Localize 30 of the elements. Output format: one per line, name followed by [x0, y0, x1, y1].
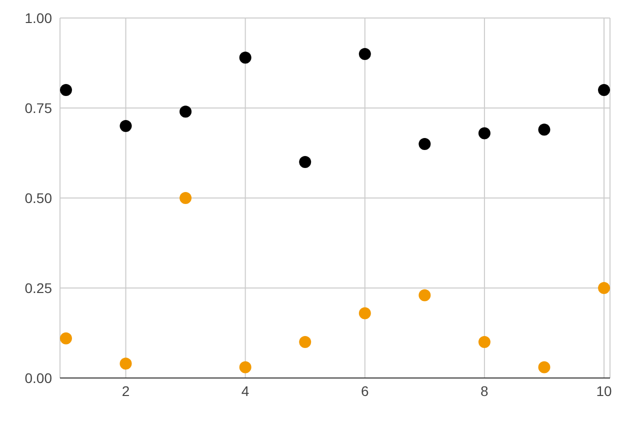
point	[418, 289, 431, 302]
point	[180, 106, 192, 118]
point	[180, 192, 192, 204]
x-tick-label: 2	[122, 382, 130, 399]
y-tick-label: 0.25	[24, 280, 52, 296]
point	[120, 358, 132, 370]
point	[299, 336, 312, 348]
point	[358, 48, 371, 60]
point	[478, 336, 490, 348]
x-tick-label: 10	[596, 382, 612, 399]
point	[538, 124, 550, 136]
point	[358, 307, 371, 320]
point	[478, 127, 490, 140]
x-tick-label: 6	[360, 382, 369, 399]
point	[538, 361, 550, 374]
point	[60, 332, 72, 344]
point	[120, 120, 132, 132]
point	[598, 84, 610, 96]
y-tick-label: 0.50	[24, 190, 52, 206]
y-tick-label: 0.75	[24, 100, 52, 116]
point	[598, 282, 610, 294]
x-tick-label: 8	[480, 382, 489, 399]
point	[60, 84, 72, 96]
point	[239, 52, 252, 64]
point	[239, 361, 252, 374]
x-tick-label: 4	[241, 382, 250, 399]
y-tick-label: 0.00	[24, 370, 52, 386]
point	[299, 156, 312, 168]
point	[418, 138, 431, 150]
y-tick-label: 1.00	[24, 10, 52, 26]
